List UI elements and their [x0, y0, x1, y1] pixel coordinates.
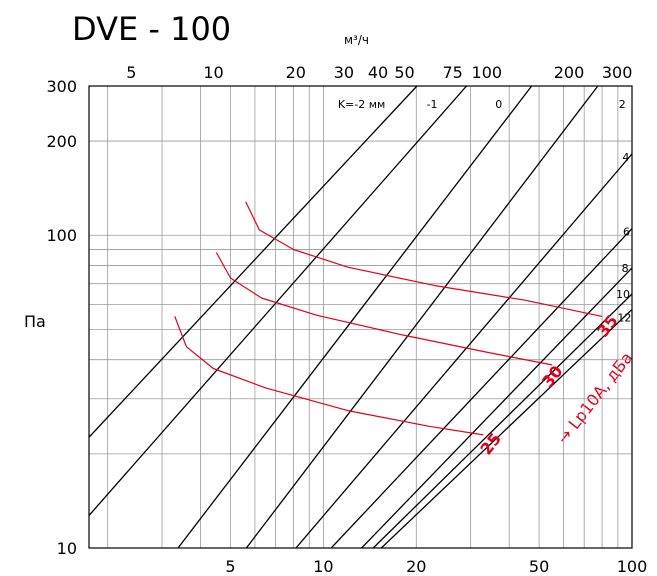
- bottom-tick-label: 10: [313, 557, 333, 576]
- k-line: [330, 228, 632, 548]
- k-line: [89, 86, 468, 516]
- top-tick-label: 300: [602, 63, 633, 82]
- k-line-label: 10: [616, 288, 630, 301]
- k-line-label: 6: [623, 226, 630, 239]
- top-tick-label: 30: [334, 63, 354, 82]
- top-tick-label: 10: [203, 63, 223, 82]
- sound-curve: [245, 201, 603, 317]
- sound-curve: [174, 316, 484, 436]
- bottom-tick-label: 20: [406, 557, 426, 576]
- k-lines: [89, 86, 632, 548]
- y-tick-label: 10: [57, 539, 77, 558]
- k-line-label: K=-2 мм: [338, 98, 386, 111]
- sound-curve-label: 30: [538, 362, 567, 391]
- k-line-label: 0: [495, 98, 502, 111]
- bottom-tick-label: 5: [225, 557, 235, 576]
- k-line-label: 12: [617, 311, 631, 324]
- chart-title: DVE - 100: [72, 10, 231, 48]
- y-tick-label: 200: [46, 132, 77, 151]
- k-line: [380, 308, 632, 548]
- top-tick-label: 50: [394, 63, 414, 82]
- top-tick-label: 5: [126, 63, 136, 82]
- plot-frame: [88, 85, 633, 549]
- k-line: [295, 153, 632, 548]
- k-line: [177, 86, 533, 548]
- sound-curves: [174, 201, 603, 436]
- top-tick-label: 100: [472, 63, 503, 82]
- k-line: [361, 267, 632, 548]
- bottom-tick-label: 50: [529, 557, 549, 576]
- y-axis-label: Па: [24, 312, 46, 331]
- y-tick-label: 100: [46, 226, 77, 245]
- bottom-tick-label: 100: [617, 557, 648, 576]
- sound-curve: [215, 252, 553, 366]
- k-line-label: -1: [427, 98, 438, 111]
- top-tick-label: 200: [554, 63, 585, 82]
- top-tick-label: 75: [442, 63, 462, 82]
- k-line: [89, 86, 418, 438]
- top-tick-label: 40: [368, 63, 388, 82]
- k-line-label: 8: [622, 262, 629, 275]
- grid: [89, 86, 632, 548]
- y-tick-label: 300: [46, 77, 77, 96]
- k-line-label: 4: [622, 151, 629, 164]
- k-line: [245, 86, 599, 548]
- top-tick-label: 20: [286, 63, 306, 82]
- k-line-label: 2: [619, 98, 626, 111]
- k-line: [372, 293, 632, 548]
- sound-level-label: → Lp10A, дБа: [553, 348, 636, 447]
- top-axis-unit: м³/ч: [344, 33, 369, 47]
